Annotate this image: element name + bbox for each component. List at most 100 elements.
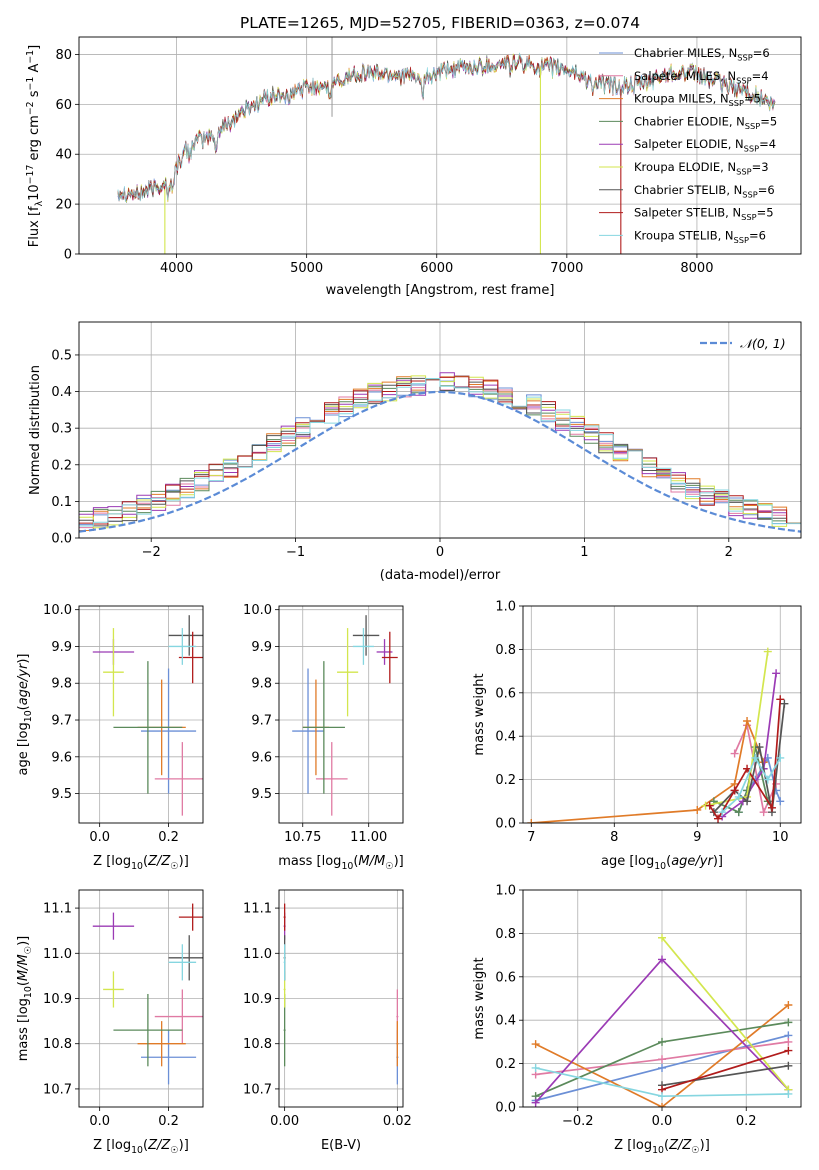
- grid: [523, 605, 801, 824]
- ticks: 0.0 0.2 10.7 10.8 10.9 11.0 11.1: [43, 902, 179, 1129]
- errorbar-point: [92, 912, 135, 940]
- weight-marker: [743, 797, 752, 806]
- weight-marker: [531, 1098, 540, 1107]
- x-tick-label: 0.0: [89, 1114, 110, 1129]
- y-axis-label: Normed distribution: [28, 365, 43, 495]
- ticks: −0.2 0.0 0.2 0.0 0.2 0.4 0.6 0.8 1.0: [495, 884, 756, 1130]
- x-axis-label: wavelength [Angstrom, rest frame]: [326, 283, 555, 298]
- y-tick-label: 0.8: [495, 927, 516, 942]
- age_vs_Z-axes: 0.0 0.2 9.5 9.6 9.7 9.8 9.9 10.0 Z [log10(Z/Z☉)]…: [16, 603, 204, 872]
- mass_vs_ebv-axes: 0.00 0.02 10.7 10.8 10.9 11.0 11.1 E(B-V): [243, 889, 412, 1153]
- weight-marker: [776, 695, 785, 704]
- y-tick-label: 0: [64, 248, 72, 263]
- y-tick-label: 0.3: [51, 422, 72, 437]
- weight-marker: [658, 1092, 666, 1101]
- weight-marker: [658, 955, 666, 964]
- weight-marker: [784, 1089, 793, 1098]
- y-tick-label: 9.7: [51, 714, 72, 729]
- legend-label: 𝒩(0, 1): [740, 336, 786, 351]
- y-tick-label: 10.8: [43, 1037, 72, 1052]
- x-tick-label: −1: [286, 545, 305, 560]
- legend-label: Chabrier ELODIE, NSSP=5: [634, 114, 777, 130]
- weight-line: [661, 1049, 789, 1091]
- weight-marker: [718, 808, 727, 817]
- weight-marker: [527, 819, 536, 823]
- y-tick-label: 60: [55, 98, 72, 113]
- errorbar-point: [154, 742, 203, 816]
- errorbar-point: [113, 661, 183, 794]
- legend-label: Chabrier MILES, NSSP=6: [634, 46, 770, 62]
- errorbar-point: [168, 944, 197, 981]
- x-axis-label: Z [log10(Z/Z☉)]: [93, 1138, 189, 1156]
- ticks: −2 −1 0 1 2 0.0 0.1 0.2 0.3 0.4 0.5: [51, 348, 733, 560]
- x-tick-label: 10: [772, 830, 789, 845]
- x-tick-label: 7000: [550, 261, 583, 276]
- weight-marker: [784, 1018, 793, 1027]
- weight-marker: [767, 803, 776, 812]
- x-tick-label: 9: [693, 830, 701, 845]
- axes-frame: [78, 605, 204, 824]
- legend-label: Salpeter STELIB, NSSP=5: [634, 206, 774, 222]
- mass_vs_Z-axes: 0.0 0.2 10.7 10.8 10.9 11.0 11.1 Z [log10(Z/Z☉)…: [16, 889, 204, 1156]
- weight-marker: [755, 743, 764, 752]
- weight-marker: [780, 699, 789, 708]
- histogram-series: [79, 372, 801, 524]
- errorbar-point: [292, 668, 324, 794]
- x-tick-label: 8: [610, 830, 618, 845]
- weight_vs_age-axes: 7 8 9 10 0.0 0.2 0.4 0.6 0.8 1.0 age [log10(age/yr…: [472, 600, 802, 872]
- y-tick-label: 1.0: [495, 884, 516, 899]
- y-tick-label: 0.6: [495, 970, 516, 985]
- weight_vs_Z-axes: −0.2 0.0 0.2 0.0 0.2 0.4 0.6 0.8 1.0 Z [log10(Z/Z…: [472, 884, 802, 1156]
- weight-marker: [658, 1037, 666, 1046]
- weight-marker: [693, 805, 702, 814]
- weight-marker: [743, 764, 752, 773]
- plot-content: [79, 372, 801, 533]
- axes-frame: [278, 605, 404, 824]
- y-tick-label: 10.0: [43, 603, 72, 618]
- x-tick-label: 0.0: [652, 1114, 673, 1129]
- weight-line: [661, 937, 790, 1091]
- plot-content: [92, 903, 203, 1085]
- y-axis-label: mass weight: [472, 957, 487, 1039]
- x-tick-label: 0.2: [158, 1114, 179, 1129]
- errorbar-point: [141, 1030, 197, 1085]
- x-axis-label: Z [log10(Z/Z☉)]: [614, 1138, 710, 1156]
- weight-marker: [734, 792, 743, 801]
- y-tick-label: 10.8: [243, 1037, 272, 1052]
- x-tick-label: 0.02: [383, 1114, 412, 1129]
- legend-label: Kroupa ELODIE, NSSP=3: [634, 160, 769, 176]
- axes-frame: [278, 889, 404, 1108]
- errorbar-point: [396, 1021, 399, 1067]
- spectrum-line: [117, 52, 776, 202]
- errorbar-point: [103, 971, 124, 1008]
- weight-marker: [714, 814, 723, 823]
- plot-content: [117, 37, 776, 254]
- y-tick-label: 0.1: [51, 495, 72, 510]
- residuals-axes: −2 −1 0 1 2 0.0 0.1 0.2 0.3 0.4 0.5 𝒩(0, 1) (data-mo…: [28, 321, 802, 583]
- y-tick-label: 9.6: [51, 750, 72, 765]
- weight-marker: [763, 647, 772, 656]
- weight-line: [661, 1064, 789, 1087]
- legend-label: Kroupa MILES, NSSP=5: [634, 92, 761, 108]
- y-tick-label: 11.1: [43, 902, 72, 917]
- x-axis-label: E(B-V): [321, 1138, 361, 1153]
- x-axis-label: Z [log10(Z/Z☉)]: [93, 854, 189, 872]
- plot-content: [283, 903, 399, 1085]
- errorbar-point: [315, 742, 348, 816]
- weight-marker: [784, 1037, 793, 1046]
- x-tick-label: 0.2: [736, 1114, 757, 1129]
- weight-marker: [730, 786, 739, 795]
- weight-marker: [705, 801, 714, 810]
- weight-marker: [730, 749, 739, 758]
- ticks: 7 8 9 10 0.0 0.2 0.4 0.6 0.8 1.0: [495, 600, 788, 846]
- x-tick-label: 8000: [680, 261, 713, 276]
- grid: [279, 606, 403, 823]
- weight-marker: [776, 753, 785, 762]
- weight-marker: [759, 808, 768, 817]
- weight-marker: [763, 775, 772, 784]
- x-tick-label: 11.00: [350, 830, 387, 845]
- x-tick-label: 6000: [420, 261, 453, 276]
- y-tick-label: 0.4: [495, 1014, 516, 1029]
- errorbar-point: [283, 944, 286, 981]
